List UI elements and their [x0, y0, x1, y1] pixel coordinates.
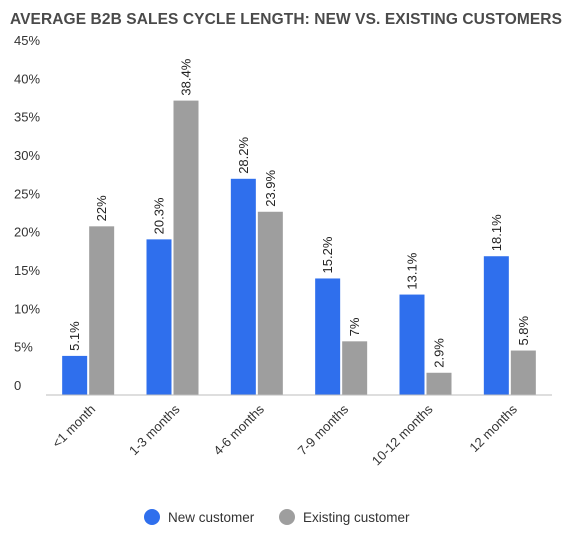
bar-existing-customer: [89, 226, 115, 395]
x-tick-label: 1-3 months: [126, 401, 183, 458]
legend-label: Existing customer: [303, 510, 410, 525]
data-label: 5.8%: [516, 315, 531, 345]
data-label: 5.1%: [67, 321, 82, 351]
data-label: 22%: [94, 195, 109, 221]
y-tick-label: 25%: [14, 186, 40, 201]
legend-marker: [144, 509, 160, 525]
bar-new-customer: [146, 239, 172, 395]
y-axis: 0 5% 10% 15% 20% 25% 30% 35% 40% 45%: [14, 33, 40, 393]
data-label: 7%: [347, 317, 362, 336]
bar-existing-customer: [342, 341, 368, 395]
x-tick-label: 12 months: [466, 401, 520, 455]
bar-existing-customer: [257, 211, 283, 395]
bar-new-customer: [315, 278, 341, 395]
data-label: 20.3%: [152, 197, 167, 234]
bar-new-customer: [230, 178, 256, 395]
bar-existing-customer: [426, 372, 452, 395]
legend-marker: [279, 509, 295, 525]
data-label: 28.2%: [236, 136, 251, 173]
bars: [62, 100, 536, 395]
bar-new-customer: [399, 294, 425, 395]
x-tick-label: 10-12 months: [369, 401, 436, 468]
data-labels: 5.1% 20.3% 28.2% 15.2% 13.1% 18.1% 22% 38.4% 23.…: [67, 58, 531, 367]
x-tick-label: <1 month: [49, 402, 98, 451]
y-tick-label: 15%: [14, 263, 40, 278]
y-tick-label: 45%: [14, 33, 40, 48]
data-label: 13.1%: [405, 252, 420, 289]
bar-new-customer: [483, 256, 509, 395]
bar-existing-customer: [510, 350, 536, 395]
y-tick-label: 0: [14, 378, 21, 393]
chart-title: AVERAGE B2B SALES CYCLE LENGTH: NEW VS. …: [10, 11, 562, 28]
y-tick-label: 5%: [14, 340, 33, 355]
bar-new-customer: [62, 355, 88, 395]
data-label: 38.4%: [179, 58, 194, 95]
y-tick-label: 40%: [14, 71, 40, 86]
y-tick-label: 35%: [14, 110, 40, 125]
y-tick-label: 20%: [14, 225, 40, 240]
data-label: 15.2%: [320, 236, 335, 273]
legend-label: New customer: [168, 510, 255, 525]
data-label: 23.9%: [263, 169, 278, 206]
y-tick-label: 10%: [14, 301, 40, 316]
data-label: 2.9%: [432, 338, 447, 368]
legend: New customer Existing customer: [144, 509, 410, 525]
x-tick-label: 7-9 months: [295, 401, 352, 458]
x-tick-label: 4-6 months: [210, 401, 267, 458]
x-axis: <1 month 1-3 months 4-6 months 7-9 months 10…: [49, 401, 520, 468]
bar-existing-customer: [173, 100, 199, 395]
y-tick-label: 30%: [14, 148, 40, 163]
data-label: 18.1%: [489, 214, 504, 251]
